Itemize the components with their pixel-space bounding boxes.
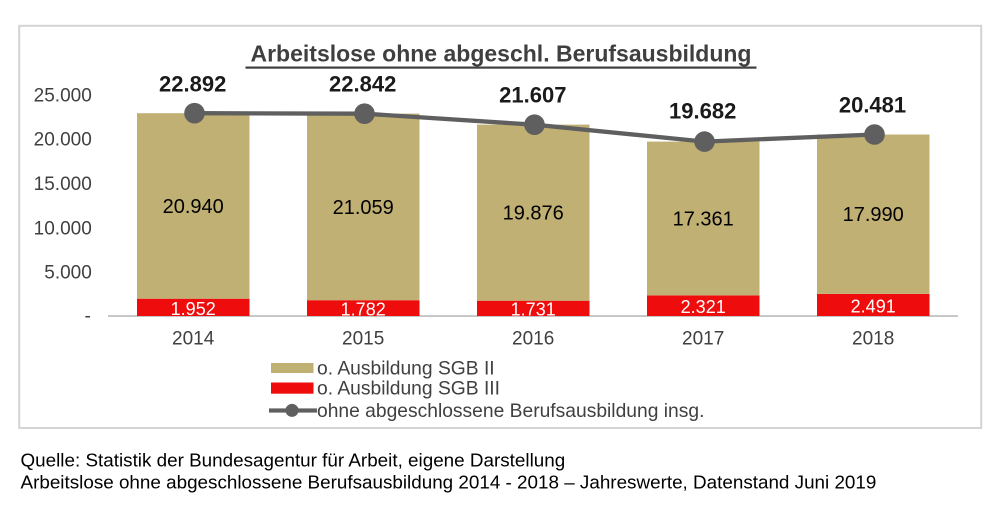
svg-text:21.607: 21.607 — [499, 82, 566, 107]
svg-text:22.892: 22.892 — [159, 71, 226, 96]
svg-text:2.491: 2.491 — [851, 297, 896, 317]
svg-text:2018: 2018 — [852, 329, 894, 350]
svg-text:Quelle: Statistik der Bundesag: Quelle: Statistik der Bundesagentur für … — [21, 449, 566, 470]
svg-text:Arbeitslose ohne abgeschl. Ber: Arbeitslose ohne abgeschl. Berufsausbild… — [251, 41, 752, 67]
svg-text:10.000: 10.000 — [34, 218, 92, 239]
svg-text:17.361: 17.361 — [673, 209, 734, 231]
svg-text:1.731: 1.731 — [511, 300, 556, 320]
svg-text:22.842: 22.842 — [329, 72, 396, 97]
svg-text:19.876: 19.876 — [503, 203, 564, 225]
svg-text:-: - — [84, 306, 90, 327]
svg-text:20.940: 20.940 — [163, 196, 224, 218]
svg-text:2014: 2014 — [172, 329, 215, 350]
svg-text:25.000: 25.000 — [34, 85, 92, 106]
svg-text:5.000: 5.000 — [44, 263, 92, 284]
svg-text:2015: 2015 — [342, 329, 384, 350]
svg-text:ohne abgeschlossene Berufsausb: ohne abgeschlossene Berufsausbildung ins… — [317, 401, 704, 422]
svg-text:17.990: 17.990 — [843, 204, 904, 226]
svg-text:1.952: 1.952 — [171, 299, 216, 319]
svg-text:2017: 2017 — [682, 329, 724, 350]
svg-text:1.782: 1.782 — [341, 299, 386, 319]
svg-text:2.321: 2.321 — [681, 297, 726, 317]
svg-text:Arbeitslose ohne abgeschlossen: Arbeitslose ohne abgeschlossene Berufsau… — [21, 471, 877, 492]
svg-text:o. Ausbildung SGB III: o. Ausbildung SGB III — [317, 379, 500, 400]
svg-text:19.682: 19.682 — [669, 99, 736, 124]
svg-text:21.059: 21.059 — [333, 197, 394, 219]
svg-text:o. Ausbildung SGB II: o. Ausbildung SGB II — [317, 359, 495, 380]
svg-text:2016: 2016 — [512, 329, 554, 350]
svg-text:20.481: 20.481 — [839, 93, 906, 118]
svg-text:15.000: 15.000 — [34, 174, 92, 195]
svg-text:20.000: 20.000 — [34, 130, 92, 151]
